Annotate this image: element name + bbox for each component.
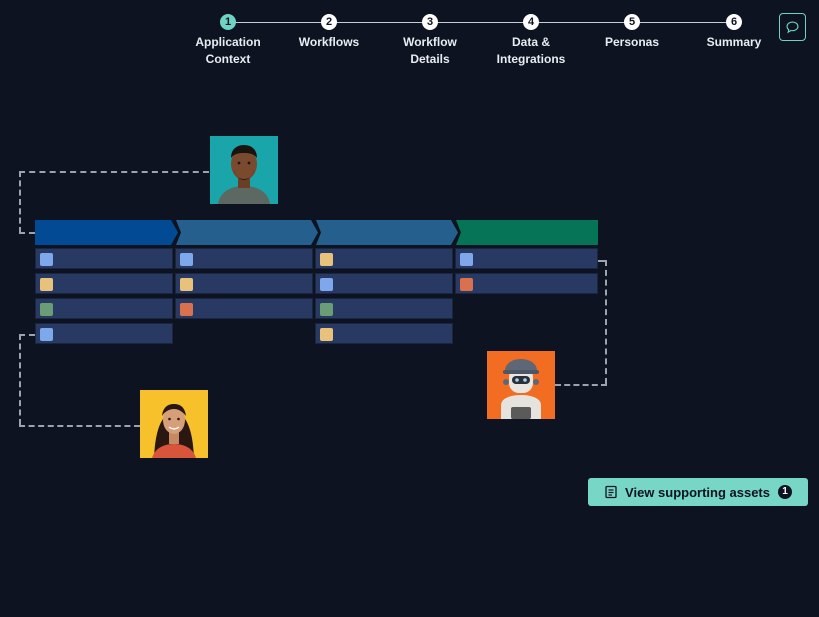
connector-line [19, 334, 35, 336]
woman-portrait-icon [140, 390, 208, 458]
workflow-cell[interactable] [35, 323, 173, 344]
cell-color-chip [320, 253, 333, 266]
workflow-cell[interactable] [175, 298, 313, 319]
cell-color-chip [320, 328, 333, 341]
workflow-cell[interactable] [455, 248, 598, 269]
workflow-cell[interactable] [175, 273, 313, 294]
workflow-cell[interactable] [315, 273, 453, 294]
cell-color-chip [40, 253, 53, 266]
step-label: Data & Integrations [496, 35, 566, 66]
workflow-cell[interactable] [315, 298, 453, 319]
robot-avatar[interactable] [487, 351, 555, 419]
step-label: Summary [706, 35, 762, 49]
workflow-cell[interactable] [35, 273, 173, 294]
connector-line [555, 384, 607, 386]
workflow-cell[interactable] [315, 323, 453, 344]
step-label: Personas [604, 35, 660, 49]
stage-arrow-1[interactable] [35, 220, 178, 245]
workflow-cell[interactable] [315, 248, 453, 269]
man-portrait-icon [210, 136, 278, 204]
cell-color-chip [180, 253, 193, 266]
stage-arrow-4[interactable] [456, 220, 598, 245]
step-number: 6 [726, 14, 742, 30]
cell-color-chip [40, 328, 53, 341]
connector-line [19, 171, 21, 233]
step-application-context[interactable]: 1 Application Context [173, 14, 283, 68]
step-number: 4 [523, 14, 539, 30]
progress-stepper: 1 Application Context 2 Workflows 3 Work… [0, 0, 819, 80]
step-workflows[interactable]: 2 Workflows [274, 14, 384, 51]
step-personas[interactable]: 5 Personas [577, 14, 687, 51]
step-label: Workflow Details [403, 35, 457, 66]
step-number: 2 [321, 14, 337, 30]
cell-color-chip [320, 303, 333, 316]
cell-color-chip [460, 278, 473, 291]
cell-color-chip [460, 253, 473, 266]
connector-line [19, 334, 21, 425]
connector-line [19, 171, 209, 173]
workflow-cell[interactable] [175, 248, 313, 269]
step-summary[interactable]: 6 Summary [679, 14, 789, 51]
cell-color-chip [180, 303, 193, 316]
workflow-cell[interactable] [35, 298, 173, 319]
workflow-cell[interactable] [455, 273, 598, 294]
man-avatar[interactable] [210, 136, 278, 204]
workflow-stages [35, 220, 598, 245]
view-supporting-assets-button[interactable]: View supporting assets 1 [588, 478, 808, 506]
view-supporting-assets-label: View supporting assets [625, 484, 770, 500]
chat-button[interactable] [779, 13, 806, 41]
stepper-line [228, 22, 734, 23]
assets-count-badge: 1 [777, 485, 792, 499]
workflow-cell[interactable] [35, 248, 173, 269]
step-number: 3 [422, 14, 438, 30]
connector-line [598, 260, 607, 262]
connector-line [605, 260, 607, 384]
robot-portrait-icon [487, 351, 555, 419]
step-number: 1 [220, 14, 236, 30]
chat-bubble-icon [786, 20, 799, 33]
step-data-integrations[interactable]: 4 Data & Integrations [476, 14, 586, 68]
cell-color-chip [40, 303, 53, 316]
cell-color-chip [180, 278, 193, 291]
document-icon [605, 485, 617, 499]
step-workflow-details[interactable]: 3 Workflow Details [375, 14, 485, 68]
woman-avatar[interactable] [140, 390, 208, 458]
step-label: Workflows [298, 35, 360, 49]
connector-line [19, 232, 35, 234]
cell-color-chip [40, 278, 53, 291]
stage-arrow-3[interactable] [316, 220, 458, 245]
step-number: 5 [624, 14, 640, 30]
stage-arrow-2[interactable] [176, 220, 318, 245]
connector-line [19, 425, 140, 427]
step-label: Application Context [195, 35, 261, 66]
cell-color-chip [320, 278, 333, 291]
